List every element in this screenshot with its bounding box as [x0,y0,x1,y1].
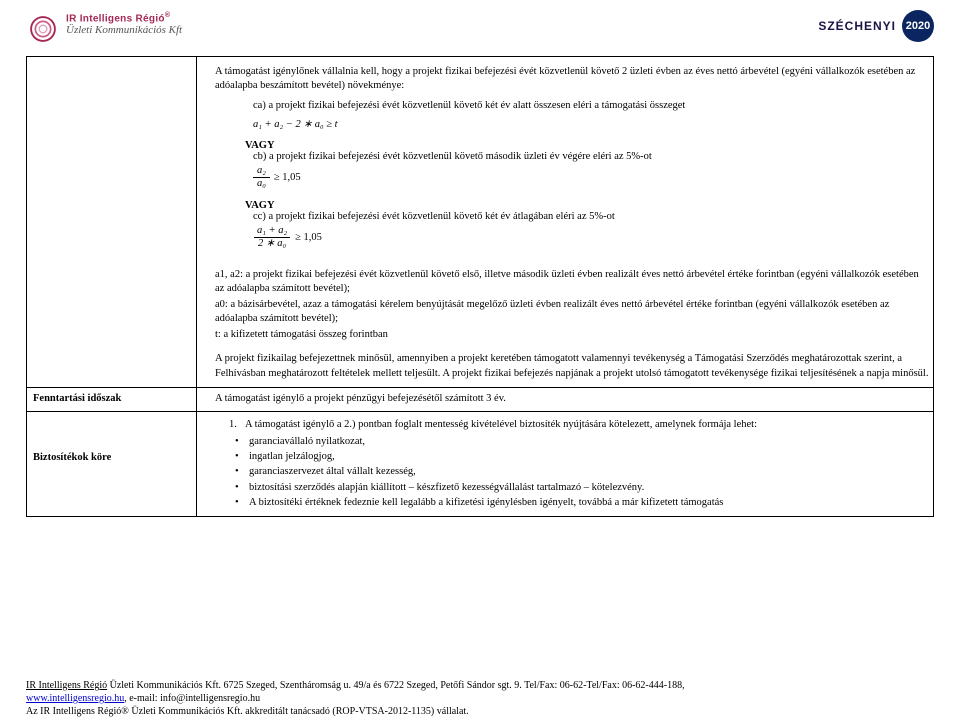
main-table: A támogatást igénylőnek vállalnia kell, … [26,56,934,517]
closing-paragraph: A projekt fizikailag befejezettnek minős… [215,352,929,380]
footer-line3: Az IR Intelligens Régió® Üzleti Kommunik… [26,705,934,718]
row3-label-cell: Biztosítékok köre [27,411,197,516]
szechenyi-text: SZÉCHENYI [818,19,896,33]
list-item: A biztosítéki értéknek fedeznie kell leg… [231,495,929,510]
defs-a0: a0: a bázisárbevétel, azaz a támogatási … [215,298,929,326]
list-item: garanciaszervezet által vállalt kezesség… [231,464,929,479]
logo-text-line1: IR Intelligens Régió® [66,12,182,24]
logo-text-line2: Üzleti Kommunikációs Kft [66,24,182,36]
table-row: Biztosítékok köre 1.A támogatást igénylő… [27,411,934,516]
defs-a1a2: a1, a2: a projekt fizikai befejezési évé… [215,268,929,296]
list-item: garanciavállaló nyilatkozat, [231,434,929,449]
logo-swirl-icon [26,12,60,46]
row3-numbered-item: 1.A támogatást igénylő a 2.) pontban fog… [229,417,929,432]
formula-ca: a₁ + a₂ − 2 ∗ a₀ ≥ t [253,118,929,130]
footer-line2: www.intelligensregio.hu, e-mail: info@in… [26,692,934,705]
row2-label: Fenntartási időszak [33,393,190,404]
vagy-label-1: VAGY [245,140,929,151]
page-footer: IR Intelligens Régió Üzleti Kommunikáció… [26,679,934,718]
row1-content-cell: A támogatást igénylőnek vállalnia kell, … [197,57,934,388]
footer-url-link[interactable]: www.intelligensregio.hu [26,693,124,704]
szechenyi-logo: SZÉCHENYI 2020 [818,10,934,42]
list-item: ingatlan jelzálogjog, [231,449,929,464]
company-logo: IR Intelligens Régió® Üzleti Kommunikáci… [26,10,182,46]
vagy-label-2: VAGY [245,200,929,211]
list-item: biztosítási szerződés alapján kiállított… [231,480,929,495]
row2-text: A támogatást igénylő a projekt pénzügyi … [215,393,927,404]
row3-label: Biztosítékok köre [33,452,190,463]
szechenyi-year-badge: 2020 [902,10,934,42]
intro-paragraph: A támogatást igénylőnek vállalnia kell, … [215,65,929,93]
page-header: IR Intelligens Régió® Üzleti Kommunikáci… [26,10,934,56]
row3-content-cell: 1.A támogatást igénylő a 2.) pontban fog… [197,411,934,516]
table-row: A támogatást igénylőnek vállalnia kell, … [27,57,934,388]
footer-line1: IR Intelligens Régió Üzleti Kommunikáció… [26,679,934,692]
row1-label-cell [27,57,197,388]
table-row: Fenntartási időszak A támogatást igénylő… [27,387,934,411]
cb-text: cb) a projekt fizikai befejezési évét kö… [253,151,929,162]
row3-bullet-list: garanciavállaló nyilatkozat, ingatlan je… [231,434,929,510]
ca-text: ca) a projekt fizikai befejezési évét kö… [253,99,929,113]
cc-text: cc) a projekt fizikai befejezési évét kö… [253,211,929,222]
defs-t: t: a kifizetett támogatási összeg forint… [215,328,929,342]
page-body: A támogatást igénylőnek vállalnia kell, … [26,56,934,672]
formula-cb: a₂ a₀ ≥ 1,05 [253,166,929,190]
footer-email: info@intelligensregio.hu [160,693,260,704]
list-number: 1. [229,417,245,432]
row2-label-cell: Fenntartási időszak [27,387,197,411]
formula-cc: a₁ + a₂ 2 ∗ a₀ ≥ 1,05 [253,226,929,250]
row2-content-cell: A támogatást igénylő a projekt pénzügyi … [197,387,934,411]
